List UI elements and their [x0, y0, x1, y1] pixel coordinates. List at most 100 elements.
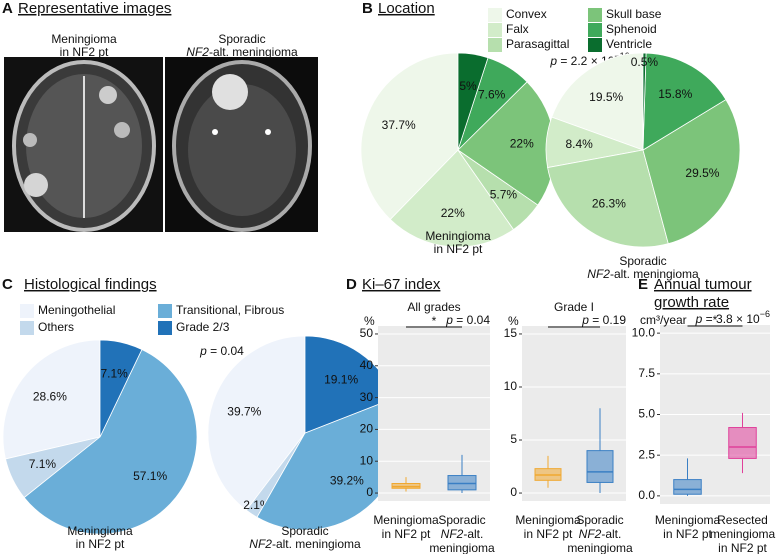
panel-letter: E [638, 276, 648, 293]
p-value: p = 0.19 [581, 313, 626, 327]
panel-title: Histological findings [24, 276, 157, 293]
panel-title: growth rate [654, 294, 729, 311]
category-label: meningioma [429, 541, 495, 554]
slice-label: 26.3% [592, 196, 626, 210]
label-part: in NF2 pt [663, 527, 712, 541]
legend-label: Parasagittal [506, 37, 569, 51]
label-part: NF2 [579, 527, 602, 541]
image-label-part: -alt. meningioma [209, 45, 298, 59]
image-label-part: NF2 [186, 45, 209, 59]
box [447, 475, 477, 491]
slice-label: 7.1% [29, 457, 57, 471]
p-exponent: −6 [760, 309, 770, 319]
pie-slice [389, 149, 515, 248]
label-part: in NF2 pt [524, 527, 573, 541]
category-label: Meningioma [515, 513, 581, 527]
label-part: Sporadic [619, 254, 666, 268]
panel-letter: C [2, 276, 13, 293]
legend-label: Ventricle [606, 37, 652, 51]
label-part: -alt. meningioma [610, 267, 699, 281]
label-part: Sporadic [576, 513, 623, 527]
pie-slice [642, 52, 727, 151]
label-part: meningioma [429, 541, 495, 554]
label-part: -alt. meningioma [272, 537, 361, 551]
y-tick-label: 50 [360, 326, 374, 340]
image-label: Meningioma [51, 32, 117, 46]
legend-swatch [20, 321, 34, 335]
panel-letter: B [362, 0, 373, 17]
label-part: -alt. [601, 527, 621, 541]
category-label: NF2-alt. meningioma [249, 537, 361, 551]
box [673, 479, 702, 495]
mri-image [4, 57, 163, 232]
label-part: in NF2 pt [718, 541, 767, 554]
label-part: in NF2 pt [382, 527, 431, 541]
legend-swatch [158, 321, 172, 335]
slice-label: 37.7% [382, 118, 416, 132]
pie-slice [642, 52, 647, 151]
legend-swatch [20, 304, 34, 318]
panel-letter: A [2, 0, 13, 17]
category-label: Sporadic [438, 513, 485, 527]
label-part: Resected [717, 513, 768, 527]
slice-label: 15.8% [658, 87, 692, 101]
slice-label: 7.1% [100, 367, 128, 381]
slice-label: 39.7% [227, 405, 261, 419]
p-value: p = 0.04 [445, 313, 490, 327]
category-label: Sporadic [281, 524, 328, 538]
y-tick-label: 5 [510, 432, 517, 446]
category-label: in NF2 pt [524, 527, 573, 541]
y-tick-label: 15 [504, 326, 518, 340]
category-label: Sporadic [619, 254, 666, 268]
image-label: NF2-alt. meningioma [186, 45, 298, 59]
label-part: meningioma [710, 527, 776, 541]
slice-label: 5.7% [490, 187, 518, 201]
box [391, 483, 421, 489]
category-label: meningioma [710, 527, 776, 541]
label-part: Meningioma [425, 229, 491, 243]
slice-label: 39.2% [330, 474, 364, 488]
slice-label: 28.6% [33, 389, 67, 403]
subplot-title: Grade I [554, 300, 594, 314]
panel-title: Location [378, 0, 435, 17]
p-text: = 3.8 × 10 [702, 312, 760, 326]
slice-label: 0.5% [631, 55, 659, 69]
label-part: Meningioma [515, 513, 581, 527]
pie-slice [99, 339, 143, 438]
y-tick-label: 7.5 [638, 366, 655, 380]
image-label: in NF2 pt [60, 45, 109, 59]
p-symbol: p [549, 54, 557, 68]
y-axis-label: cm³/year [640, 313, 687, 327]
label-part: Meningioma [67, 524, 133, 538]
p-symbol: p [445, 313, 453, 327]
legend-swatch [488, 8, 502, 22]
category-label: NF2-alt. [579, 527, 622, 541]
slice-label: 22% [510, 137, 534, 151]
slice-label: 29.5% [685, 166, 719, 180]
legend-label: Others [38, 320, 74, 334]
legend-swatch [158, 304, 172, 318]
legend-label: Transitional, Fibrous [176, 303, 284, 317]
label-part: NF2 [441, 527, 464, 541]
category-label: in NF2 pt [718, 541, 767, 554]
y-tick-label: 0 [366, 485, 373, 499]
y-tick-label: 5.0 [638, 407, 655, 421]
legend-label: Skull base [606, 7, 662, 21]
pie-slice [2, 339, 101, 460]
slice-label: 57.1% [133, 469, 167, 483]
legend-swatch [588, 38, 602, 52]
legend-label: Falx [506, 22, 529, 36]
p-text: = 0.04 [207, 344, 244, 358]
subplot-title: All grades [407, 300, 460, 314]
category-label: Meningioma [373, 513, 439, 527]
y-tick-label: 10 [360, 453, 374, 467]
category-label: in NF2 pt [382, 527, 431, 541]
label-part: Meningioma [655, 513, 721, 527]
legend-label: Grade 2/3 [176, 320, 230, 334]
category-label: Resected [717, 513, 768, 527]
y-tick-label: 0.0 [638, 488, 655, 502]
label-part: NF2 [587, 267, 610, 281]
y-axis-label: % [508, 314, 519, 328]
label-part: NF2 [249, 537, 272, 551]
